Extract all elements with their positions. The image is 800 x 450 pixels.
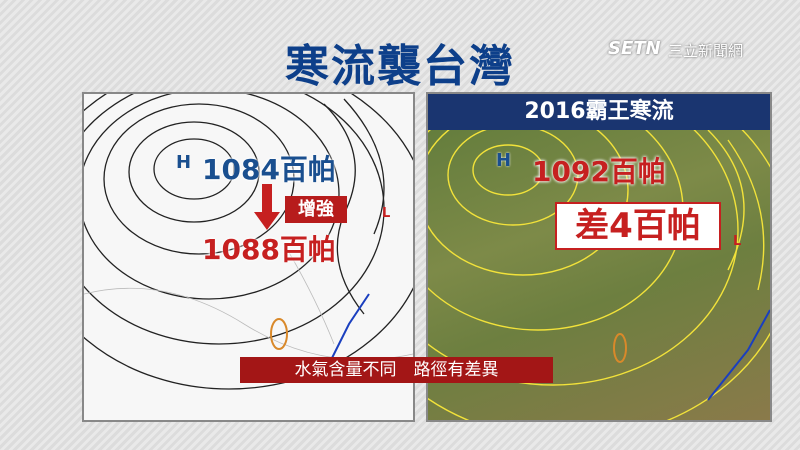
caption: 水氣含量不同 路徑有差異 (240, 357, 553, 383)
l-symbol: L (733, 234, 742, 249)
panel-title: 2016霸王寒流 (428, 94, 770, 130)
h-symbol: H (176, 152, 192, 173)
logo-sub: 三立新聞網 (668, 42, 744, 60)
high-label: 1092百帕 (532, 155, 666, 188)
new-label: 1088百帕 (202, 233, 336, 266)
logo: SETN (608, 38, 661, 59)
down-arrow (254, 184, 280, 230)
l-symbol: L (382, 206, 391, 221)
high-label: 1084百帕 (202, 153, 336, 186)
arrow-label: 增強 (285, 196, 347, 223)
h-symbol: H (496, 150, 512, 171)
difference: 差4百帕 (555, 202, 721, 250)
headline: 寒流襲台灣 (285, 41, 515, 92)
